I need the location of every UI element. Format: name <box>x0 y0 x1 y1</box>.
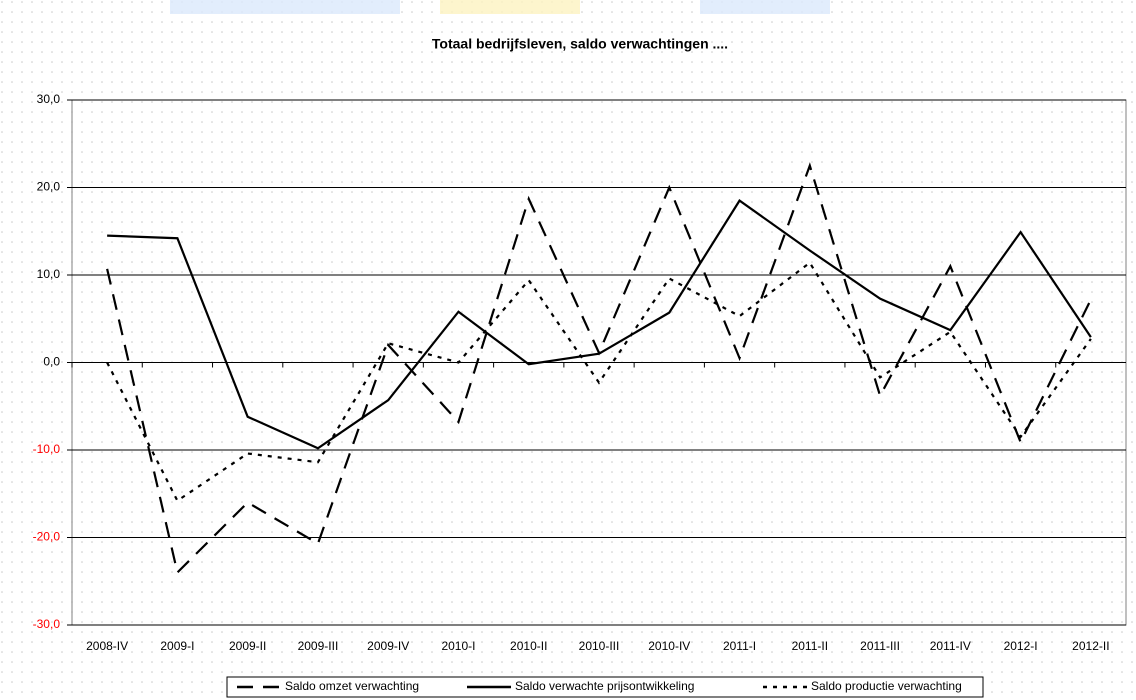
y-tick-label: 0,0 <box>43 355 60 369</box>
y-tick-label: -10,0 <box>33 442 61 456</box>
x-tick-label: 2010-IV <box>648 639 690 653</box>
y-tick-label: 30,0 <box>37 92 61 106</box>
y-tick-label: -20,0 <box>33 530 61 544</box>
series-line <box>106 261 1092 503</box>
chart-title: Totaal bedrijfsleven, saldo verwachtinge… <box>432 36 728 52</box>
x-tick-label: 2010-I <box>441 639 475 653</box>
decor <box>440 0 580 14</box>
x-tick-label: 2009-IV <box>367 639 409 653</box>
x-tick-label: 2010-II <box>510 639 547 653</box>
x-tick-label: 2011-II <box>792 639 828 653</box>
x-tick-label: 2009-III <box>298 639 339 653</box>
y-tick-label: -30,0 <box>33 617 61 631</box>
legend-label: Saldo omzet verwachting <box>285 679 419 693</box>
x-tick-label: 2009-I <box>160 639 194 653</box>
x-tick-label: 2010-III <box>579 639 620 653</box>
y-tick-label: 10,0 <box>37 267 61 281</box>
x-tick-label: 2009-II <box>229 639 266 653</box>
legend-label: Saldo verwachte prijsontwikkeling <box>515 679 694 693</box>
y-tick-label: 20,0 <box>37 180 61 194</box>
decor <box>700 0 830 14</box>
x-tick-label: 2011-IV <box>930 639 971 653</box>
x-tick-label: 2011-I <box>723 639 756 653</box>
series-line <box>107 199 1092 450</box>
legend-box <box>226 676 984 698</box>
x-tick-label: 2011-III <box>860 639 900 653</box>
decor <box>170 0 400 14</box>
x-tick-label: 2008-IV <box>86 639 128 653</box>
legend-label: Saldo productie verwachting <box>811 679 962 693</box>
x-tick-label: 2012-I <box>1004 639 1038 653</box>
x-tick-label: 2012-II <box>1072 639 1109 653</box>
